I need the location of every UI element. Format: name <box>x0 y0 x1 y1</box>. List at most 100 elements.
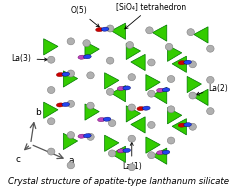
Polygon shape <box>187 76 202 93</box>
Ellipse shape <box>123 86 131 90</box>
Polygon shape <box>152 25 167 41</box>
Circle shape <box>83 40 90 47</box>
Circle shape <box>207 76 214 83</box>
Ellipse shape <box>162 88 170 92</box>
Circle shape <box>207 45 214 52</box>
Text: a: a <box>69 156 74 165</box>
Circle shape <box>167 137 175 144</box>
Polygon shape <box>168 108 182 124</box>
Circle shape <box>67 162 75 169</box>
Circle shape <box>146 27 153 34</box>
Ellipse shape <box>103 117 111 121</box>
Ellipse shape <box>143 106 150 110</box>
Polygon shape <box>152 148 167 164</box>
Circle shape <box>148 122 155 128</box>
Circle shape <box>148 90 155 97</box>
Ellipse shape <box>98 118 105 122</box>
Polygon shape <box>85 42 99 58</box>
Circle shape <box>167 106 175 113</box>
Polygon shape <box>105 135 119 151</box>
Circle shape <box>47 87 55 94</box>
Circle shape <box>165 43 173 50</box>
Polygon shape <box>172 56 186 72</box>
Text: Crystal structure of apatite-type lanthanum silicate: Crystal structure of apatite-type lantha… <box>8 177 228 187</box>
Polygon shape <box>63 133 78 149</box>
Ellipse shape <box>62 72 70 76</box>
Ellipse shape <box>56 73 64 77</box>
Circle shape <box>87 72 94 79</box>
Ellipse shape <box>84 55 91 59</box>
Ellipse shape <box>117 149 125 153</box>
Ellipse shape <box>162 150 170 154</box>
Ellipse shape <box>56 103 64 107</box>
Circle shape <box>67 70 75 77</box>
Text: b: b <box>35 108 41 117</box>
Circle shape <box>148 152 155 159</box>
Polygon shape <box>44 39 58 55</box>
Ellipse shape <box>96 28 103 32</box>
Circle shape <box>67 100 75 107</box>
Ellipse shape <box>137 107 145 111</box>
Ellipse shape <box>178 61 186 65</box>
Circle shape <box>106 25 114 32</box>
Polygon shape <box>126 43 140 60</box>
Circle shape <box>128 135 135 142</box>
Circle shape <box>128 104 135 111</box>
Circle shape <box>108 120 116 127</box>
Polygon shape <box>194 89 208 105</box>
Circle shape <box>87 102 94 109</box>
Polygon shape <box>131 117 145 133</box>
Circle shape <box>47 118 55 125</box>
Polygon shape <box>131 54 145 70</box>
Polygon shape <box>168 45 182 61</box>
Polygon shape <box>85 104 99 120</box>
Ellipse shape <box>78 134 86 138</box>
Text: La(2): La(2) <box>196 84 228 95</box>
Text: [SiO₄] tetrahedron: [SiO₄] tetrahedron <box>116 2 186 29</box>
Circle shape <box>187 29 194 36</box>
Ellipse shape <box>62 102 70 107</box>
Polygon shape <box>172 119 186 135</box>
Circle shape <box>126 42 134 49</box>
Circle shape <box>106 88 114 95</box>
Ellipse shape <box>184 60 191 64</box>
Ellipse shape <box>101 27 109 31</box>
Polygon shape <box>111 86 126 102</box>
Circle shape <box>148 59 155 66</box>
Polygon shape <box>146 74 160 91</box>
Circle shape <box>67 38 75 45</box>
Circle shape <box>87 133 94 140</box>
Polygon shape <box>63 71 78 87</box>
Text: O(5): O(5) <box>70 6 99 27</box>
Ellipse shape <box>78 55 86 59</box>
Circle shape <box>128 74 135 81</box>
Polygon shape <box>105 73 119 89</box>
Circle shape <box>189 123 196 130</box>
Circle shape <box>189 61 196 68</box>
Ellipse shape <box>156 88 164 92</box>
Ellipse shape <box>84 134 91 138</box>
Circle shape <box>108 150 116 157</box>
Polygon shape <box>111 23 126 39</box>
Polygon shape <box>146 137 160 153</box>
Ellipse shape <box>156 151 164 155</box>
Ellipse shape <box>184 123 191 127</box>
Circle shape <box>128 164 135 171</box>
Circle shape <box>207 108 214 115</box>
Ellipse shape <box>178 123 186 127</box>
Circle shape <box>67 132 75 139</box>
Polygon shape <box>152 88 167 104</box>
Circle shape <box>167 76 175 82</box>
Polygon shape <box>194 27 208 43</box>
Polygon shape <box>126 106 140 122</box>
Text: La(3): La(3) <box>12 54 47 63</box>
Circle shape <box>47 148 55 155</box>
Ellipse shape <box>123 148 131 153</box>
Text: c: c <box>16 155 21 164</box>
Ellipse shape <box>117 86 125 91</box>
Circle shape <box>106 57 114 64</box>
Polygon shape <box>44 102 58 118</box>
Circle shape <box>47 56 55 63</box>
Text: La(1): La(1) <box>122 143 142 171</box>
Polygon shape <box>111 146 126 162</box>
